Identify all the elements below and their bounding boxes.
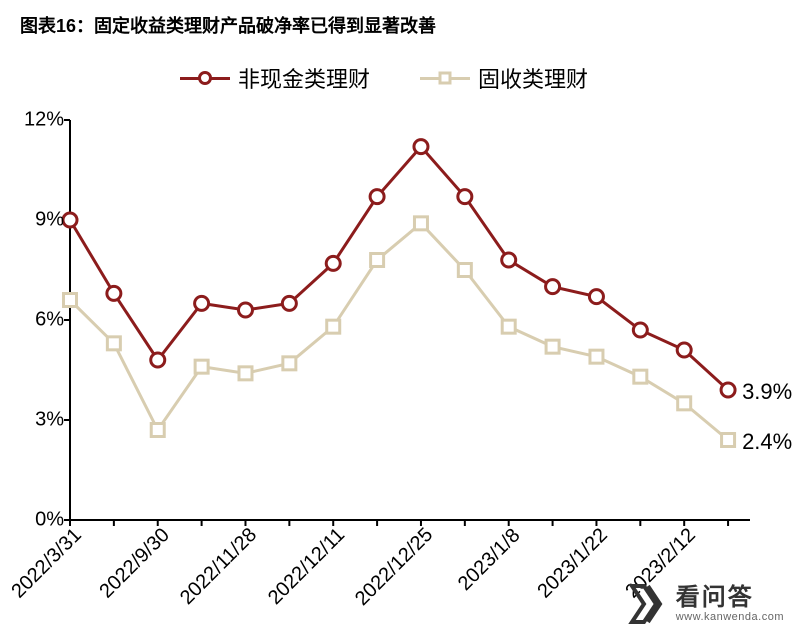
y-tick-label: 6% xyxy=(35,309,70,332)
marker-series1 xyxy=(414,140,428,154)
marker-series2 xyxy=(151,424,164,437)
legend: 非现金类理财 固收类理财 xyxy=(180,62,588,94)
marker-series2 xyxy=(458,264,471,277)
watermark-logo-icon xyxy=(624,582,668,626)
chart-plot-area: 0%3%6%9%12%2022/3/312022/9/302022/11/282… xyxy=(70,120,750,520)
marker-series1 xyxy=(546,280,560,294)
y-tick-label: 12% xyxy=(24,109,70,132)
marker-series2 xyxy=(283,357,296,370)
watermark: 看问答 www.kanwenda.com xyxy=(624,582,784,626)
marker-series1 xyxy=(326,256,340,270)
x-tick-label: 2023/1/22 xyxy=(534,524,613,603)
x-tick-label: 2022/12/25 xyxy=(351,524,438,611)
x-tick-label: 2022/12/11 xyxy=(264,524,350,610)
legend-marker-icon xyxy=(439,72,452,85)
chart-svg xyxy=(70,120,750,520)
x-tick-label: 2022/3/31 xyxy=(7,524,86,603)
marker-series1 xyxy=(370,190,384,204)
end-label-series2: 2.4% xyxy=(742,429,792,455)
marker-series2 xyxy=(634,370,647,383)
marker-series2 xyxy=(546,340,559,353)
series-line-series2 xyxy=(70,223,728,440)
legend-item-series1: 非现金类理财 xyxy=(180,62,370,94)
marker-series2 xyxy=(414,217,427,230)
watermark-brand: 看问答 xyxy=(676,585,784,611)
marker-series2 xyxy=(239,367,252,380)
x-tick-label: 2022/11/28 xyxy=(176,524,262,610)
marker-series2 xyxy=(678,397,691,410)
marker-series1 xyxy=(238,303,252,317)
marker-series2 xyxy=(371,254,384,267)
marker-series1 xyxy=(633,323,647,337)
chart-title: 图表16：固定收益类理财产品破净率已得到显著改善 xyxy=(20,12,436,38)
legend-marker-icon xyxy=(198,71,212,85)
marker-series1 xyxy=(458,190,472,204)
marker-series2 xyxy=(64,294,77,307)
y-tick-label: 3% xyxy=(35,409,70,432)
y-tick-label: 9% xyxy=(35,209,70,232)
marker-series2 xyxy=(502,320,515,333)
marker-series1 xyxy=(721,383,735,397)
marker-series2 xyxy=(722,434,735,447)
marker-series1 xyxy=(151,353,165,367)
marker-series1 xyxy=(589,290,603,304)
marker-series1 xyxy=(195,296,209,310)
marker-series1 xyxy=(677,343,691,357)
marker-series1 xyxy=(282,296,296,310)
x-tick-label: 2022/9/30 xyxy=(95,524,174,603)
legend-item-series2: 固收类理财 xyxy=(420,62,588,94)
marker-series2 xyxy=(327,320,340,333)
marker-series2 xyxy=(590,350,603,363)
legend-label: 固收类理财 xyxy=(478,62,588,94)
watermark-url: www.kanwenda.com xyxy=(676,611,784,623)
marker-series1 xyxy=(107,286,121,300)
marker-series1 xyxy=(502,253,516,267)
end-label-series1: 3.9% xyxy=(742,379,792,405)
series-line-series1 xyxy=(70,147,728,390)
marker-series2 xyxy=(107,337,120,350)
legend-label: 非现金类理财 xyxy=(238,62,370,94)
marker-series2 xyxy=(195,360,208,373)
x-tick-label: 2023/1/8 xyxy=(454,524,525,595)
